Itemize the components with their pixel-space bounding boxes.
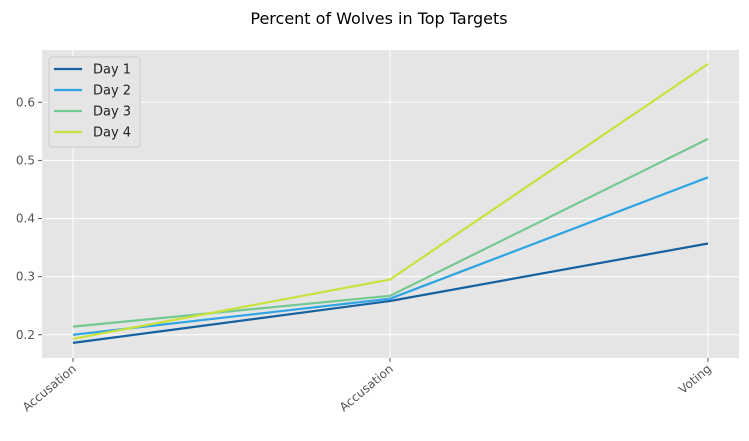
y-tick-label: 0.6: [16, 95, 35, 109]
x-tick-label: Accusation: [337, 362, 396, 415]
series-lines: [72, 62, 709, 344]
y-tick-label: 0.4: [16, 212, 35, 226]
series-line-day-4: [72, 62, 709, 340]
grid-lines: [42, 50, 739, 358]
y-tick-label: 0.5: [16, 153, 35, 167]
legend-label: Day 2: [93, 84, 131, 99]
legend-label: Day 4: [93, 126, 131, 141]
y-tick-label: 0.2: [16, 328, 35, 342]
legend-label: Day 1: [93, 63, 131, 78]
x-tick-label: Voting: [676, 362, 714, 397]
legend-label: Day 3: [93, 105, 131, 120]
series-line-day-2: [72, 176, 709, 336]
x-tick-label: Accusation: [20, 362, 79, 415]
series-line-day-3: [72, 137, 709, 328]
y-tick-label: 0.3: [16, 270, 35, 284]
legend: Day 1 Day 2 Day 3 Day 4: [48, 56, 141, 148]
chart-title: Percent of Wolves in Top Targets: [250, 9, 507, 28]
series-line-day-1: [72, 242, 709, 344]
legend-box: [48, 56, 141, 148]
